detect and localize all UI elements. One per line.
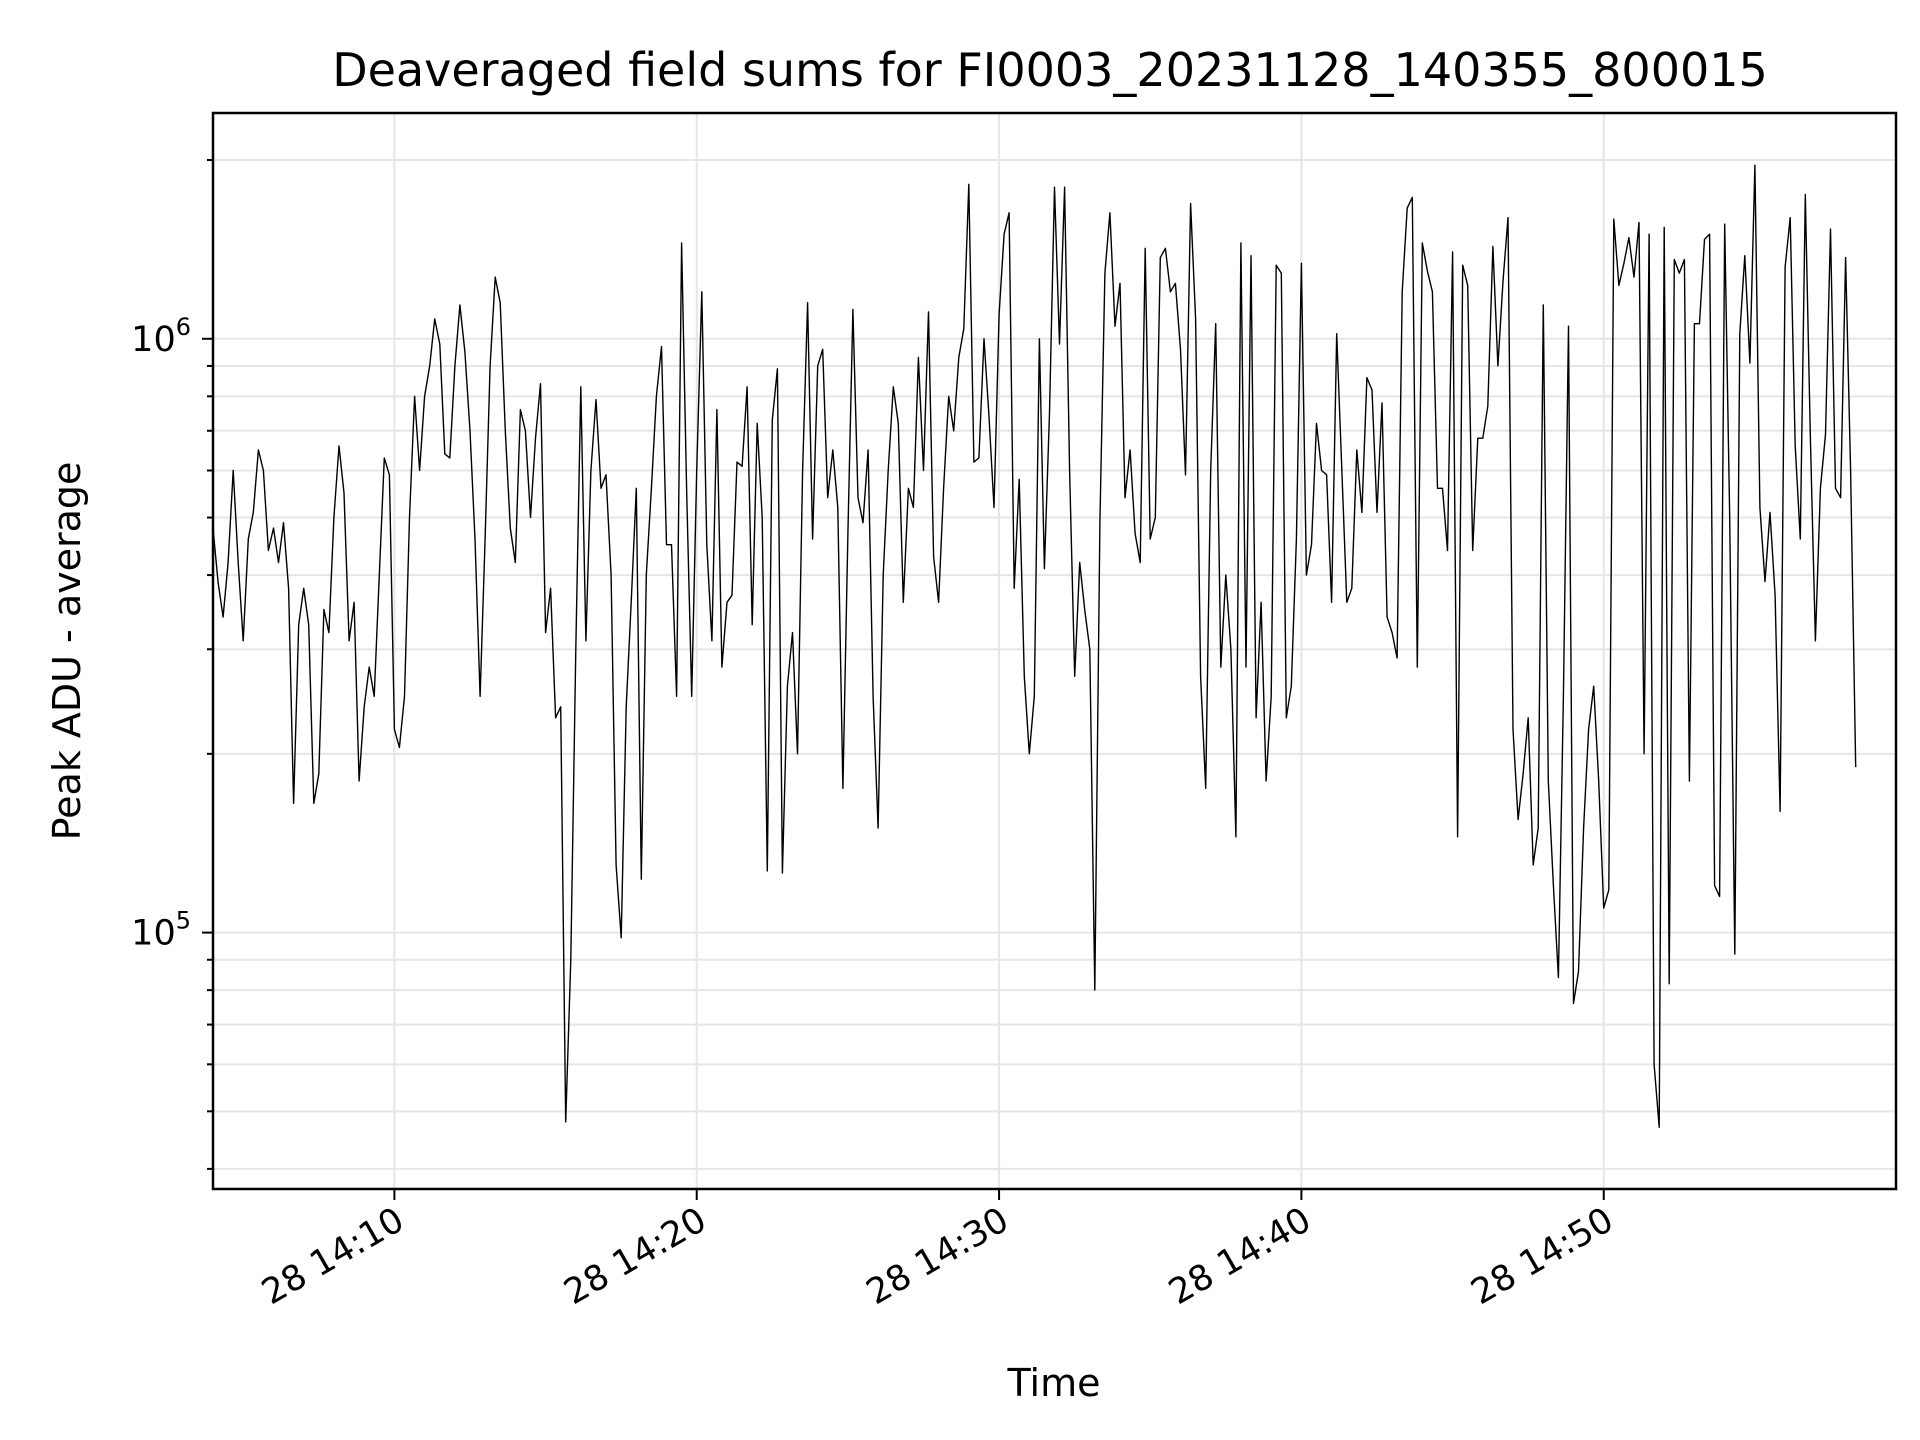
x-tick-label: 28 14:20 [558, 1200, 714, 1313]
chart-title: Deaveraged field sums for FI0003_2023112… [332, 43, 1768, 97]
y-tick-label: 105 [131, 907, 191, 954]
x-axis-label: Time [1007, 1361, 1101, 1405]
x-tick-label: 28 14:30 [860, 1200, 1016, 1313]
x-axis: 28 14:10 28 14:20 28 14:30 28 14:40 28 14:50 [255, 1189, 1620, 1313]
x-tick-label: 28 14:50 [1465, 1200, 1621, 1313]
y-tick-label: 106 [131, 313, 191, 360]
y-axis: 105 106 [131, 159, 213, 1170]
y-axis-label: Peak ADU - average [45, 462, 89, 841]
x-tick-label: 28 14:10 [255, 1200, 411, 1313]
plot-frame [211, 111, 1898, 1191]
x-tick-label: 28 14:40 [1162, 1200, 1318, 1313]
series-line [212, 164, 1857, 1128]
grid-lines [213, 113, 1896, 1189]
